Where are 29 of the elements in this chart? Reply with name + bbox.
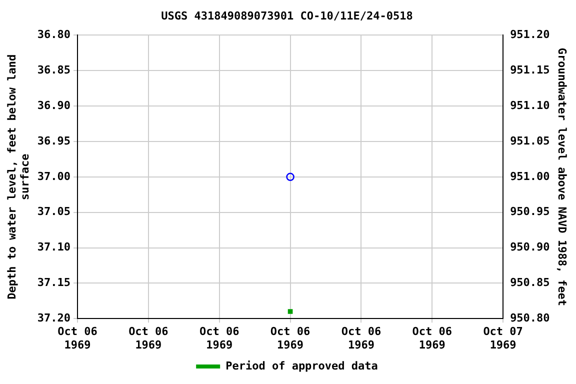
- y2-tick-label: 950.95: [510, 205, 550, 218]
- y2-tick-label: 951.00: [510, 170, 550, 183]
- y-tick-label: 37.05: [37, 205, 71, 218]
- y2-tick-label: 951.20: [510, 28, 550, 42]
- x-tick-label: Oct 06 1969: [341, 325, 382, 352]
- y2-tick-label: 950.80: [510, 311, 550, 324]
- y-tick-label: 36.95: [37, 134, 71, 148]
- y2-tick-label: 950.90: [510, 240, 550, 254]
- y-tick-label: 36.90: [37, 98, 71, 112]
- x-tick-label: Oct 06 1969: [58, 325, 98, 352]
- x-tick-label: Oct 06 1969: [199, 325, 240, 352]
- y-tick-label: 37.00: [37, 170, 71, 183]
- y2-tick-label: 951.15: [510, 63, 550, 76]
- x-tick-label: Oct 06 1969: [412, 325, 452, 352]
- y-tick-label: 36.80: [37, 28, 71, 42]
- y-tick-label: 37.15: [37, 276, 71, 290]
- x-tick-label: Oct 07 1969: [483, 325, 523, 352]
- legend-label: Period of approved data: [226, 359, 378, 372]
- y-axis-title: Depth to water level, feet below land surface: [5, 54, 32, 300]
- y2-tick-label: 950.85: [510, 276, 550, 290]
- y2-tick-label: 951.05: [510, 134, 550, 148]
- chart-title: USGS 431849089073901 CO-10/11E/24-0518: [161, 9, 413, 22]
- y2-tick-label: 951.10: [510, 98, 550, 112]
- y2-axis-title: Groundwater level above NAVD 1988, feet: [556, 48, 569, 306]
- y-tick-label: 37.20: [37, 311, 71, 324]
- y-tick-label: 37.10: [37, 240, 71, 254]
- x-tick-label: Oct 06 1969: [270, 325, 311, 352]
- x-tick-label: Oct 06 1969: [128, 325, 169, 352]
- y-tick-label: 36.85: [37, 63, 71, 76]
